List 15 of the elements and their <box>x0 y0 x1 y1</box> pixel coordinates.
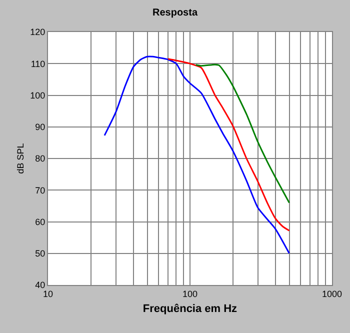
y-tick-label: 80 <box>35 154 46 164</box>
y-axis-title: dB SPL <box>16 143 26 174</box>
x-tick-label: 100 <box>182 288 198 299</box>
x-tick-label: 10 <box>42 288 54 299</box>
y-tick-label: 50 <box>35 248 46 259</box>
x-axis-title: Frequência em Hz <box>142 303 238 315</box>
y-tick-label: 120 <box>30 27 46 38</box>
x-tick-label: 1000 <box>322 288 342 299</box>
y-tick-label: 90 <box>35 122 46 132</box>
y-tick-label: 100 <box>30 90 46 100</box>
chart-title: Resposta <box>152 7 198 18</box>
y-tick-label: 110 <box>30 58 46 69</box>
y-tick-label: 40 <box>35 280 46 290</box>
y-tick-label: 70 <box>35 185 46 196</box>
y-tick-label: 60 <box>35 216 46 227</box>
